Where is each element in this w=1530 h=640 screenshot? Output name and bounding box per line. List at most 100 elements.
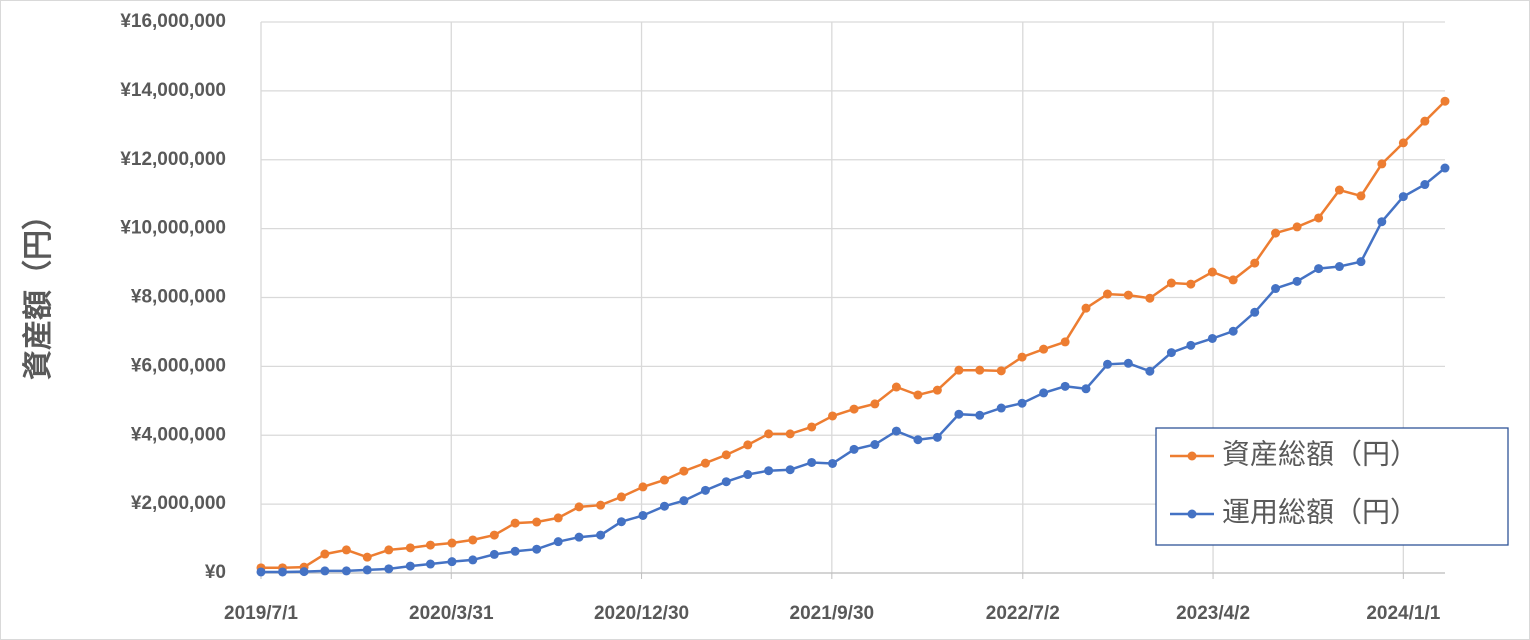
x-tick-label: 2020/3/31 xyxy=(409,603,494,624)
data-point xyxy=(1314,213,1324,223)
y-axis-title: 資産額（円） xyxy=(21,200,55,380)
y-tick-label: ¥16,000,000 xyxy=(120,11,226,32)
x-tick-label: 2021/9/30 xyxy=(790,603,875,624)
data-point xyxy=(1081,384,1091,394)
data-point xyxy=(362,552,372,562)
data-point xyxy=(468,555,478,565)
data-point xyxy=(1166,348,1176,358)
data-point xyxy=(1250,307,1260,317)
data-point xyxy=(1271,228,1281,238)
data-point xyxy=(870,399,880,409)
data-point xyxy=(1292,276,1302,286)
x-tick-label: 2019/7/1 xyxy=(224,603,298,624)
data-point xyxy=(891,426,901,436)
data-point xyxy=(1060,337,1070,347)
y-tick-label: ¥2,000,000 xyxy=(131,493,226,514)
data-point xyxy=(828,458,838,468)
data-point xyxy=(1186,279,1196,289)
data-point xyxy=(1123,290,1133,300)
data-point xyxy=(1420,180,1430,190)
legend-marker xyxy=(1187,509,1197,519)
data-point xyxy=(679,496,689,506)
data-point xyxy=(1398,192,1408,202)
data-point xyxy=(489,549,499,559)
data-point xyxy=(384,545,394,555)
data-point xyxy=(679,466,689,476)
data-point xyxy=(532,544,542,554)
data-point xyxy=(1250,258,1260,268)
data-point xyxy=(807,422,817,432)
data-point xyxy=(596,530,606,540)
data-point xyxy=(1440,163,1450,173)
data-point xyxy=(1440,96,1450,106)
y-tick-label: ¥6,000,000 xyxy=(131,355,226,376)
data-point xyxy=(700,458,710,468)
data-point xyxy=(1398,138,1408,148)
data-point xyxy=(616,492,626,502)
data-point xyxy=(1314,264,1324,274)
data-point xyxy=(1292,222,1302,232)
data-point xyxy=(574,502,584,512)
data-point xyxy=(721,477,731,487)
data-point xyxy=(659,501,669,511)
data-point xyxy=(870,440,880,450)
data-point xyxy=(510,546,520,556)
y-tick-label: ¥10,000,000 xyxy=(120,218,226,239)
data-point xyxy=(1356,257,1366,267)
y-tick-label: ¥8,000,000 xyxy=(131,287,226,308)
data-point xyxy=(384,564,394,574)
x-tick-label: 2022/7/2 xyxy=(986,603,1060,624)
y-tick-label: ¥14,000,000 xyxy=(120,80,226,101)
data-point xyxy=(1166,278,1176,288)
data-point xyxy=(1017,398,1027,408)
legend-label: 運用総額（円） xyxy=(1222,496,1418,527)
data-point xyxy=(489,530,499,540)
data-point xyxy=(975,365,985,375)
data-point xyxy=(596,500,606,510)
legend-marker xyxy=(1187,451,1197,461)
data-point xyxy=(764,466,774,476)
data-point xyxy=(1145,366,1155,376)
data-point xyxy=(1420,116,1430,126)
data-point xyxy=(743,440,753,450)
data-point xyxy=(1039,388,1049,398)
data-point xyxy=(913,435,923,445)
data-point xyxy=(1377,217,1387,227)
x-tick-label: 2024/1/1 xyxy=(1366,603,1440,624)
data-point xyxy=(341,545,351,555)
data-point xyxy=(1060,381,1070,391)
data-point xyxy=(954,409,964,419)
data-point xyxy=(553,513,563,523)
data-point xyxy=(743,470,753,480)
data-point xyxy=(278,567,288,577)
data-point xyxy=(1081,303,1091,313)
data-point xyxy=(1356,191,1366,201)
data-point xyxy=(616,517,626,527)
data-point xyxy=(659,475,669,485)
data-point xyxy=(1377,159,1387,169)
data-point xyxy=(932,432,942,442)
data-point xyxy=(975,410,985,420)
data-point xyxy=(828,411,838,421)
data-point xyxy=(574,532,584,542)
data-point xyxy=(932,385,942,395)
data-point xyxy=(849,404,859,414)
data-point xyxy=(785,429,795,439)
data-point xyxy=(425,559,435,569)
data-point xyxy=(553,537,563,547)
x-tick-label: 2020/12/30 xyxy=(594,603,689,624)
data-point xyxy=(1039,344,1049,354)
data-point xyxy=(996,366,1006,376)
data-point xyxy=(468,535,478,545)
data-point xyxy=(447,557,457,567)
y-tick-label: ¥4,000,000 xyxy=(131,424,226,445)
data-point xyxy=(510,518,520,528)
data-point xyxy=(721,450,731,460)
data-point xyxy=(1145,293,1155,303)
data-point xyxy=(1103,359,1113,369)
data-point xyxy=(256,567,266,577)
data-point xyxy=(1334,262,1344,272)
data-point xyxy=(1103,289,1113,299)
data-point xyxy=(807,457,817,467)
